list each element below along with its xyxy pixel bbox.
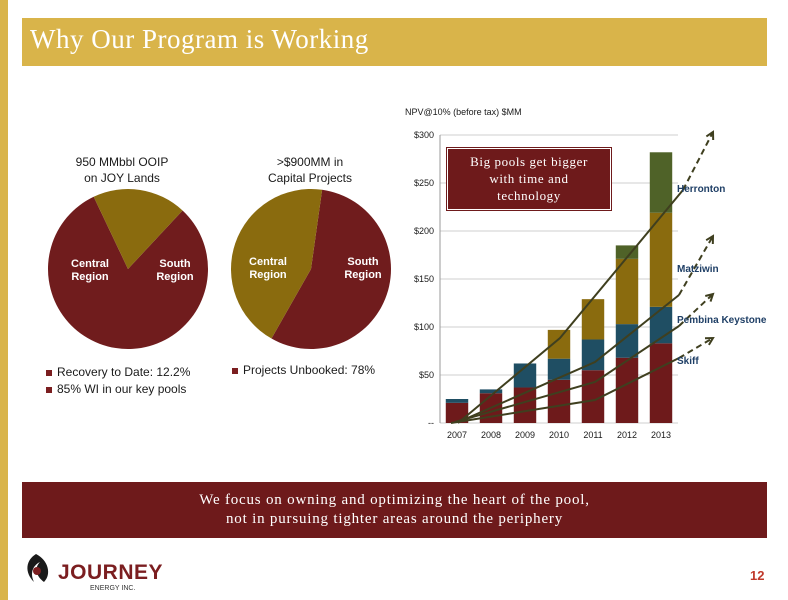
- y-tick-label: $150: [414, 274, 434, 284]
- trend-line-2: [454, 325, 680, 423]
- trend-extension-0: [682, 131, 714, 191]
- pie-right-south-label-line2: Region: [344, 269, 382, 281]
- pie-left-south-label-line1: South: [159, 258, 191, 270]
- arrowhead-icon: [705, 234, 715, 245]
- bar-segment-2011-1: [581, 339, 605, 371]
- legend-swatch: [46, 369, 52, 376]
- slide-title: Why Our Program is Working: [30, 24, 369, 54]
- pie-right-central-label-line2: Region: [249, 269, 287, 281]
- legend-swatch: [46, 386, 52, 393]
- pie-right-central-label-line1: Central: [249, 256, 287, 268]
- bar-segment-2009-1: [513, 363, 537, 388]
- x-tick-label: 2013: [651, 430, 671, 440]
- arrowhead-icon: [704, 336, 715, 346]
- pie-right-south-label: South Region: [338, 256, 388, 282]
- callout-line2: with time and: [489, 171, 569, 186]
- series-label: Skiff: [677, 356, 699, 367]
- bar-segment-2013-2: [649, 212, 673, 307]
- pie-left-title-line2: on JOY Lands: [84, 171, 160, 185]
- logo-wordmark: JOURNEY: [58, 561, 164, 584]
- pie-right-legend-item: Projects Unbooked: 78%: [232, 362, 375, 379]
- series-label: Pembina Keystone: [677, 315, 767, 326]
- footer-line2: not in pursuing tighter areas around the…: [226, 511, 563, 527]
- pie-left-slice-1: [93, 189, 183, 269]
- pie-left-legend-text: 85% WI in our key pools: [57, 382, 187, 396]
- pie-left-slice-0: [47, 196, 209, 349]
- footer-line1: We focus on owning and optimizing the he…: [199, 492, 590, 508]
- pie-left-legend-text: Recovery to Date: 12.2%: [57, 365, 191, 379]
- trend-extension-3: [678, 337, 714, 359]
- pie-right-legend-text: Projects Unbooked: 78%: [243, 363, 376, 377]
- pie-left-central-label-line2: Region: [71, 271, 109, 283]
- bar-segment-2013-3: [649, 152, 673, 213]
- pie-left-title-line1: 950 MMbbl OOIP: [75, 155, 169, 169]
- bar-segment-2012-0: [615, 357, 639, 423]
- bar-segment-2007-1: [445, 399, 469, 403]
- pie-left-central-label: Central Region: [62, 258, 118, 284]
- y-tick-label: $200: [414, 226, 434, 236]
- x-tick-label: 2009: [515, 430, 535, 440]
- bar-segment-2012-3: [615, 245, 639, 259]
- trend-line-0: [457, 189, 684, 424]
- pie-left-title: 950 MMbbl OOIP on JOY Lands: [52, 154, 192, 186]
- x-tick-label: 2012: [617, 430, 637, 440]
- callout-line1: Big pools get bigger: [470, 154, 588, 169]
- chart-y-axis-title: NPV@10% (before tax) $MM: [405, 107, 522, 117]
- pie-left-south-label: South Region: [150, 258, 200, 284]
- callout-box: Big pools get bigger with time and techn…: [446, 147, 612, 211]
- trend-extension-1: [678, 235, 714, 296]
- pie-right-legend: Projects Unbooked: 78%: [232, 362, 375, 379]
- bar-segment-2010-0: [547, 379, 571, 423]
- footer-banner: We focus on owning and optimizing the he…: [22, 482, 767, 538]
- series-label: Herronton: [677, 184, 725, 195]
- bar-segment-2011-2: [581, 299, 605, 340]
- pie-right-chart: [230, 189, 391, 349]
- y-tick-label: $100: [414, 322, 434, 332]
- page-number: 12: [750, 568, 765, 583]
- title-bar: Why Our Program is Working: [22, 18, 767, 66]
- series-label: Matziwin: [677, 264, 719, 275]
- trend-line-1: [462, 294, 680, 421]
- pie-left-south-label-line2: Region: [156, 271, 194, 283]
- pie-right-slice-1: [230, 189, 323, 339]
- bar-segment-2010-2: [547, 329, 571, 359]
- pie-left-central-label-line1: Central: [71, 258, 109, 270]
- pie-left-legend-item: Recovery to Date: 12.2%: [46, 364, 190, 381]
- y-tick-label: --: [428, 418, 434, 428]
- pie-right-slice-0: [271, 189, 391, 349]
- bar-segment-2013-0: [649, 343, 673, 423]
- bar-segment-2009-0: [513, 387, 537, 423]
- journey-logo-icon: [27, 554, 49, 582]
- y-tick-label: $300: [414, 130, 434, 140]
- bar-segment-2012-2: [615, 258, 639, 325]
- pie-right-title-line2: Capital Projects: [267, 171, 353, 185]
- y-tick-label: $250: [414, 178, 434, 188]
- y-tick-label: $50: [419, 370, 434, 380]
- x-tick-label: 2008: [481, 430, 501, 440]
- pie-left-chart: [47, 189, 209, 349]
- pie-right-title: >$900MM in Capital Projects: [240, 154, 380, 186]
- bar-segment-2008-1: [479, 389, 503, 394]
- logo-subtitle: ENERGY INC.: [90, 585, 136, 592]
- pie-right-central-label: Central Region: [240, 256, 296, 282]
- callout-line3: technology: [497, 188, 561, 203]
- pie-left-legend-item: 85% WI in our key pools: [46, 381, 190, 398]
- pie-left-legend: Recovery to Date: 12.2% 85% WI in our ke…: [46, 364, 190, 398]
- legend-swatch: [232, 367, 238, 374]
- arrowhead-icon: [705, 130, 715, 141]
- trend-extension-2: [678, 293, 714, 327]
- x-tick-label: 2007: [447, 430, 467, 440]
- x-tick-label: 2011: [583, 430, 602, 440]
- pie-right-south-label-line1: South: [347, 256, 379, 268]
- arrowhead-icon: [705, 292, 715, 302]
- bar-segment-2010-1: [547, 358, 571, 380]
- x-tick-label: 2010: [549, 430, 569, 440]
- pie-right-title-line1: >$900MM in: [276, 155, 344, 169]
- trend-line-3: [450, 357, 680, 424]
- left-accent-bar: [0, 0, 8, 600]
